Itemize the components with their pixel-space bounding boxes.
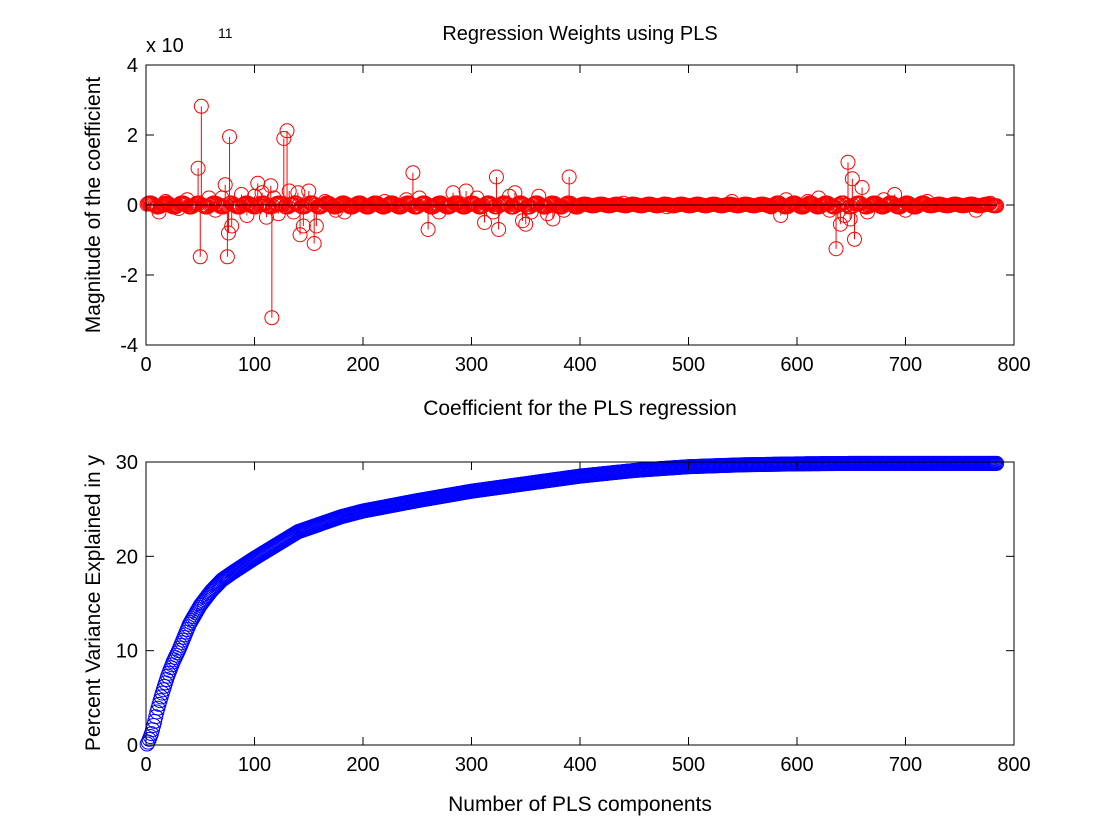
plot2-x-tick-label-2: 200 bbox=[346, 754, 379, 776]
plot1-y-multiplier-exponent: 11 bbox=[218, 25, 233, 41]
plot1-y-tick-label-1: -2 bbox=[120, 265, 138, 287]
stem-marker-144 bbox=[295, 218, 311, 234]
stem-plot-regression-weights: Regression Weights using PLS x 10 11 0 10… bbox=[82, 23, 1031, 420]
stem-marker-156 bbox=[308, 218, 324, 234]
stem-marker-129 bbox=[279, 123, 295, 139]
stem-marker-139 bbox=[290, 185, 306, 201]
plot1-x-tick-label-3: 300 bbox=[455, 354, 488, 376]
stem-marker-47 bbox=[190, 160, 206, 176]
plot1-y-ticks: -4 -2 0 2 4 bbox=[120, 55, 1014, 357]
plot2-x-tick-label-6: 600 bbox=[780, 754, 813, 776]
plot2-y-axis-label: Percent Variance Explained in y bbox=[82, 454, 105, 751]
plot1-x-tick-label-4: 400 bbox=[563, 354, 596, 376]
stem-marker-639 bbox=[832, 216, 848, 232]
stem-marker-652 bbox=[847, 231, 863, 247]
stem-marker-76 bbox=[222, 129, 238, 145]
stem-marker-102 bbox=[250, 175, 266, 191]
plot2-x-axis-label: Number of PLS components bbox=[448, 793, 712, 816]
stem-marker-75 bbox=[220, 225, 236, 241]
plot1-y-tick-label-3: 2 bbox=[127, 125, 138, 147]
plot2-x-tick-label-7: 700 bbox=[889, 754, 922, 776]
stem-marker-616 bbox=[807, 198, 823, 214]
plot1-x-tick-label-7: 700 bbox=[889, 354, 922, 376]
stem-marker-389 bbox=[561, 169, 577, 185]
stem-marker-114 bbox=[263, 178, 279, 194]
plot2-x-tick-label-8: 800 bbox=[997, 754, 1030, 776]
stem-marker-245 bbox=[405, 165, 421, 181]
stem-marker-63 bbox=[207, 202, 223, 218]
plot1-x-tick-label-5: 500 bbox=[672, 354, 705, 376]
stem-marker-74 bbox=[219, 249, 235, 265]
stem-marker-659 bbox=[854, 180, 870, 195]
plot1-x-tick-label-1: 100 bbox=[238, 354, 271, 376]
stem-marker-50 bbox=[193, 98, 209, 114]
plot2-y-tick-label-1: 10 bbox=[116, 641, 138, 663]
plot1-title: Regression Weights using PLS bbox=[442, 23, 717, 45]
stem-marker-126 bbox=[276, 131, 292, 146]
stem-marker-72 bbox=[217, 177, 233, 193]
stem-marker-322 bbox=[488, 169, 504, 185]
stem-marker-646 bbox=[840, 154, 856, 170]
plot2-x-ticks: 0 100 200 300 400 500 600 700 800 bbox=[140, 462, 1031, 776]
stem-marker-635 bbox=[828, 241, 844, 257]
plot1-y-axis-label: Magnitude of the coefficient bbox=[82, 77, 105, 334]
stem-marker-324 bbox=[491, 222, 507, 237]
plot1-y-tick-label-0: -4 bbox=[120, 335, 138, 357]
stem-marker-374 bbox=[545, 211, 561, 227]
stem-marker-154 bbox=[306, 236, 322, 251]
plot2-x-tick-label-1: 100 bbox=[238, 754, 271, 776]
plot2-y-tick-label-2: 20 bbox=[116, 546, 138, 568]
plot1-marks bbox=[139, 98, 1005, 326]
stem-marker-78 bbox=[224, 218, 240, 234]
plot2-x-tick-label-0: 0 bbox=[140, 754, 151, 776]
plot1-x-tick-label-6: 600 bbox=[780, 354, 813, 376]
scatter-plot-variance-explained: 0 100 200 300 400 500 600 700 800 0 10 20 30 Number… bbox=[82, 452, 1031, 816]
plot1-y-tick-label-4: 4 bbox=[127, 55, 138, 77]
plot1-x-axis-label: Coefficient for the PLS regression bbox=[423, 397, 737, 420]
stem-marker-259 bbox=[420, 222, 436, 237]
stem-marker-49 bbox=[192, 249, 208, 265]
stem-marker-783 bbox=[989, 198, 1005, 214]
plot2-y-tick-label-0: 0 bbox=[127, 735, 138, 757]
stem-marker-349 bbox=[518, 216, 534, 232]
stem-marker-650 bbox=[844, 171, 860, 187]
plot1-x-tick-label-2: 200 bbox=[346, 354, 379, 376]
scatter-point-784 bbox=[989, 455, 1005, 471]
stem-marker-346 bbox=[514, 213, 530, 229]
plot1-y-tick-label-2: 0 bbox=[127, 195, 138, 217]
plot1-x-ticks: 0 100 200 300 400 500 600 700 800 bbox=[140, 65, 1031, 376]
plot2-y-ticks: 0 10 20 30 bbox=[116, 452, 1014, 757]
scatter-point-9 bbox=[148, 709, 164, 725]
plot1-x-tick-label-8: 800 bbox=[997, 354, 1030, 376]
plot2-x-tick-label-4: 400 bbox=[563, 754, 596, 776]
stem-marker-169 bbox=[322, 196, 338, 212]
plot2-marks bbox=[139, 455, 1005, 752]
plot1-x-tick-label-0: 0 bbox=[140, 354, 151, 376]
plot2-axes-box bbox=[145, 461, 1015, 746]
stem-marker-115 bbox=[264, 310, 280, 326]
plot2-x-tick-label-3: 300 bbox=[455, 754, 488, 776]
stem-marker-311 bbox=[477, 215, 493, 230]
plot2-x-tick-label-5: 500 bbox=[672, 754, 705, 776]
stem-marker-141 bbox=[292, 227, 308, 243]
plot2-y-tick-label-3: 30 bbox=[116, 452, 138, 474]
plot1-y-multiplier: x 10 bbox=[146, 35, 184, 57]
stem-marker-110 bbox=[258, 209, 274, 225]
